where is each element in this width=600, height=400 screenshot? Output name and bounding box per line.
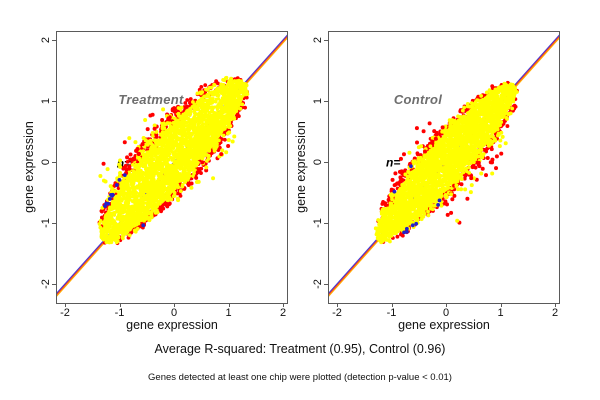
x-tick-label: 2 [279,307,287,319]
x-tick-mark [65,303,66,307]
x-tick-label: 1 [225,307,232,319]
caption-average-r-squared: Average R-squared: Treatment (0.95), Con… [154,342,446,356]
plot-box-treatment [56,31,288,304]
panel-annotation-control: Control [393,92,443,107]
x-tick-mark [119,303,121,307]
x-tick-label: 1 [497,307,504,319]
x-tick-mark [228,303,230,307]
y-tick-mark [52,162,56,163]
x-axis-label-control: gene expression [398,318,490,332]
y-tick-label: -1 [40,218,52,228]
x-tick-label: -2 [60,307,70,319]
y-tick-label: -1 [312,218,324,228]
x-tick-mark [446,303,447,307]
y-tick-mark [324,40,328,41]
y-tick-mark [52,284,56,285]
y-tick-mark [52,223,56,224]
x-tick-label: -1 [386,307,397,319]
y-tick-mark [52,40,56,41]
y-axis-label-control: gene expression [294,121,308,213]
y-tick-label: 2 [312,36,324,44]
y-tick-label: 0 [40,158,52,166]
y-axis-label-treatment: gene expression [22,121,36,213]
x-tick-label: 0 [170,307,178,319]
x-tick-mark [283,303,284,307]
x-tick-label: 2 [551,307,559,319]
y-tick-mark [324,223,328,224]
scatter-canvas-treatment [57,32,287,303]
y-tick-label: 0 [312,158,324,166]
x-tick-mark [174,303,175,307]
footnote-detection-note: Genes detected at least one chip were pl… [148,372,452,383]
x-tick-label: -2 [332,307,342,319]
y-tick-mark [324,162,328,163]
x-tick-mark [500,303,502,307]
panel-annotation-treatment: Treatment [118,92,184,107]
x-tick-mark [337,303,338,307]
scatter-canvas-control [329,32,559,303]
y-tick-mark [324,101,328,102]
x-tick-label: -1 [114,307,125,319]
plot-box-control [328,31,560,304]
x-tick-mark [555,303,556,307]
y-tick-mark [52,101,56,102]
y-tick-label: -2 [40,279,52,289]
y-tick-label: 2 [40,36,52,44]
x-tick-label: 0 [442,307,450,319]
y-tick-mark [324,284,328,285]
x-tick-mark [391,303,393,307]
x-axis-label-treatment: gene expression [126,318,218,332]
y-tick-label: -2 [312,279,324,289]
y-tick-label: 1 [312,97,324,105]
y-tick-label: 1 [40,97,52,105]
